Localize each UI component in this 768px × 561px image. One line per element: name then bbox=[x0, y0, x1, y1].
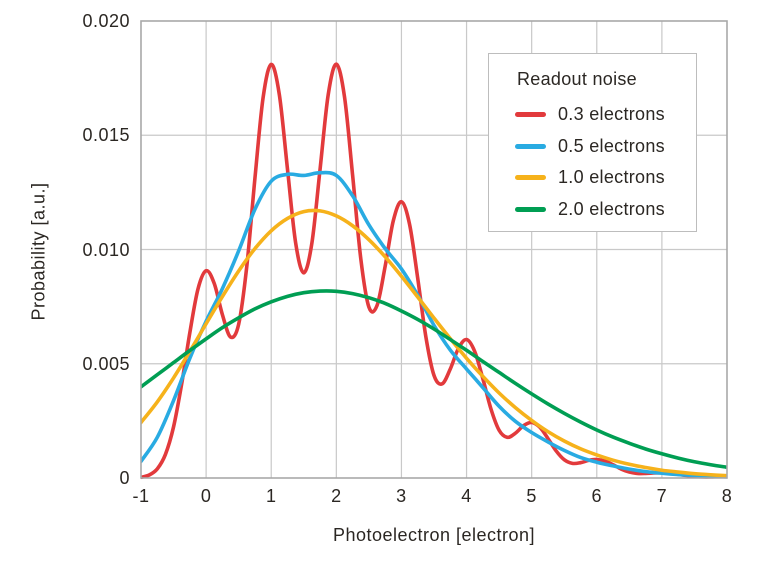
legend-title: Readout noise bbox=[517, 69, 637, 89]
legend-row-1.0-electrons: 1.0 electrons bbox=[489, 162, 696, 194]
legend-swatch-icon bbox=[515, 175, 546, 181]
legend-items: 0.3 electrons 0.5 electrons 1.0 electrons 2… bbox=[489, 99, 696, 225]
curve-1.0-electrons bbox=[141, 208, 727, 478]
legend-row-0.5-electrons: 0.5 electrons bbox=[489, 131, 696, 163]
legend-swatch-icon bbox=[515, 112, 546, 118]
y-axis-title: Probability [a.u.] bbox=[28, 182, 49, 321]
y-tick-label-0.020: 0.020 bbox=[82, 11, 130, 31]
x-tick-label-6: 6 bbox=[591, 486, 603, 506]
legend-row-0.3-electrons: 0.3 electrons bbox=[489, 99, 696, 131]
legend-label: 0.3 electrons bbox=[558, 104, 665, 125]
x-tick-label-7: 7 bbox=[656, 486, 668, 506]
legend-row-2.0-electrons: 2.0 electrons bbox=[489, 194, 696, 226]
x-tick-label-4: 4 bbox=[461, 486, 472, 506]
x-tick-label-8: 8 bbox=[721, 486, 733, 506]
y-tick-label-0.010: 0.010 bbox=[82, 239, 130, 260]
legend-label: 0.5 electrons bbox=[558, 135, 665, 156]
legend: Readout noise 0.3 electrons 0.5 electrons… bbox=[488, 53, 697, 232]
x-tick-label-1: 1 bbox=[265, 486, 277, 506]
curve-0.5-electrons bbox=[141, 170, 727, 479]
legend-swatch-icon bbox=[515, 206, 546, 212]
x-tick-label-3: 3 bbox=[396, 486, 407, 506]
x-tick-label-5: 5 bbox=[526, 486, 537, 506]
curve-0.3-electrons bbox=[141, 62, 727, 480]
curve-2.0-electrons bbox=[141, 289, 727, 470]
plot-border bbox=[140, 20, 728, 479]
x-tick-label-2: 2 bbox=[331, 486, 342, 506]
legend-label: 1.0 electrons bbox=[558, 167, 665, 188]
y-tick-label-0.005: 0.005 bbox=[82, 353, 130, 374]
x-tick-label--1: -1 bbox=[132, 486, 150, 506]
legend-swatch-icon bbox=[515, 143, 546, 149]
x-axis-title: Photoelectron [electron] bbox=[332, 525, 536, 545]
y-tick-label-0: 0 bbox=[119, 468, 130, 488]
x-tick-label-0: 0 bbox=[200, 486, 212, 506]
legend-label: 2.0 electrons bbox=[558, 198, 665, 219]
y-tick-label-0.015: 0.015 bbox=[82, 125, 130, 146]
